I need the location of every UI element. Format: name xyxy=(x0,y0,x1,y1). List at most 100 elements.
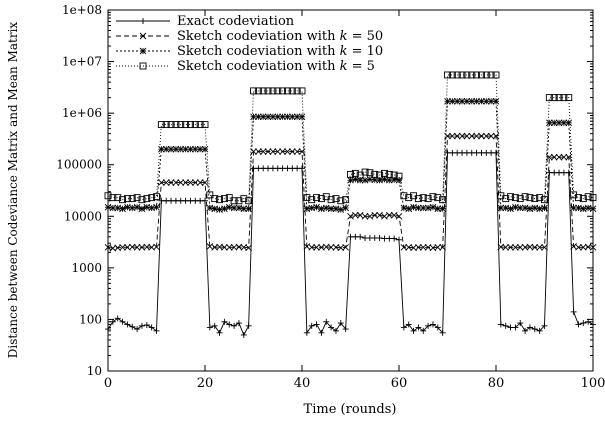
data-point xyxy=(201,121,209,129)
data-point xyxy=(565,169,572,176)
data-point xyxy=(414,195,422,203)
data-point xyxy=(186,121,194,129)
data-point xyxy=(216,196,224,204)
data-point xyxy=(274,87,282,95)
data-point xyxy=(502,322,509,329)
data-point xyxy=(429,321,436,328)
data-point xyxy=(342,204,349,212)
data-point xyxy=(400,324,407,331)
data-point xyxy=(104,203,112,211)
data-point xyxy=(182,121,190,129)
data-point xyxy=(531,195,539,203)
data-point xyxy=(482,71,490,79)
data-point xyxy=(298,148,306,155)
data-point xyxy=(415,204,422,212)
data-point xyxy=(221,244,228,251)
data-point xyxy=(303,329,310,336)
data-point xyxy=(231,322,238,329)
data-point xyxy=(560,153,568,161)
data-point xyxy=(415,244,422,251)
data-point xyxy=(313,244,320,251)
data-point xyxy=(463,71,471,79)
data-point xyxy=(153,243,160,251)
data-point xyxy=(546,119,553,127)
data-point xyxy=(264,148,272,155)
data-point xyxy=(502,244,510,251)
data-point xyxy=(439,205,446,213)
data-point xyxy=(323,318,330,325)
data-point xyxy=(167,145,175,153)
x-tick-label: 100 xyxy=(581,376,605,391)
data-point xyxy=(517,320,524,327)
data-point xyxy=(550,119,558,127)
data-point xyxy=(269,87,277,95)
data-point xyxy=(512,244,519,251)
data-point xyxy=(468,132,476,140)
y-tick-label: 1e+08 xyxy=(62,3,102,17)
data-point xyxy=(463,132,471,140)
data-point xyxy=(429,203,437,211)
legend-label: Sketch codeviation with k = 5 xyxy=(177,59,375,74)
data-point xyxy=(487,71,495,79)
data-point xyxy=(507,193,514,201)
data-point xyxy=(191,179,199,186)
data-point xyxy=(585,318,592,325)
data-point xyxy=(468,71,476,79)
data-point xyxy=(478,132,485,140)
legend-item: Exact codeviation xyxy=(116,14,295,29)
data-point xyxy=(134,326,141,333)
data-point xyxy=(371,211,379,219)
data-point xyxy=(512,203,519,211)
data-point xyxy=(507,244,514,251)
data-point xyxy=(410,327,417,334)
data-point xyxy=(390,171,398,179)
data-point xyxy=(240,331,247,338)
data-point xyxy=(308,244,316,251)
data-point xyxy=(104,192,112,200)
data-point xyxy=(419,194,427,202)
data-point xyxy=(526,194,534,202)
data-point xyxy=(313,194,320,202)
data-point xyxy=(541,322,548,329)
data-point xyxy=(395,172,403,180)
data-point xyxy=(589,205,597,213)
data-point xyxy=(308,322,315,329)
data-point xyxy=(216,206,223,213)
data-point xyxy=(332,195,340,203)
data-point xyxy=(342,326,349,333)
data-point xyxy=(138,205,146,213)
data-point xyxy=(167,121,175,129)
legend-label: Sketch codeviation with k = 10 xyxy=(177,44,383,59)
data-point xyxy=(167,179,175,186)
data-point xyxy=(415,324,422,331)
data-point xyxy=(318,205,325,213)
data-point xyxy=(298,87,306,95)
data-point xyxy=(405,205,413,213)
series-1 xyxy=(105,149,596,338)
data-point xyxy=(245,197,253,205)
legend-marker xyxy=(140,18,146,24)
data-point xyxy=(133,194,141,202)
data-point xyxy=(317,195,325,203)
data-point xyxy=(284,148,291,155)
data-point xyxy=(162,121,170,129)
data-point xyxy=(536,244,543,251)
x-tick-label: 80 xyxy=(488,376,505,391)
data-point xyxy=(318,329,325,336)
data-point xyxy=(541,196,548,204)
data-point xyxy=(337,320,344,327)
data-point xyxy=(337,197,345,205)
data-point xyxy=(158,179,165,186)
data-point xyxy=(182,179,189,186)
data-point xyxy=(109,194,117,202)
data-point xyxy=(245,244,252,252)
data-point xyxy=(153,193,160,201)
data-point xyxy=(555,94,563,102)
data-point xyxy=(279,148,286,155)
data-point xyxy=(361,168,369,176)
legend-label: Exact codeviation xyxy=(177,14,295,29)
data-point xyxy=(357,233,364,240)
data-point xyxy=(473,132,480,140)
data-point xyxy=(419,204,427,212)
data-point xyxy=(536,194,544,202)
